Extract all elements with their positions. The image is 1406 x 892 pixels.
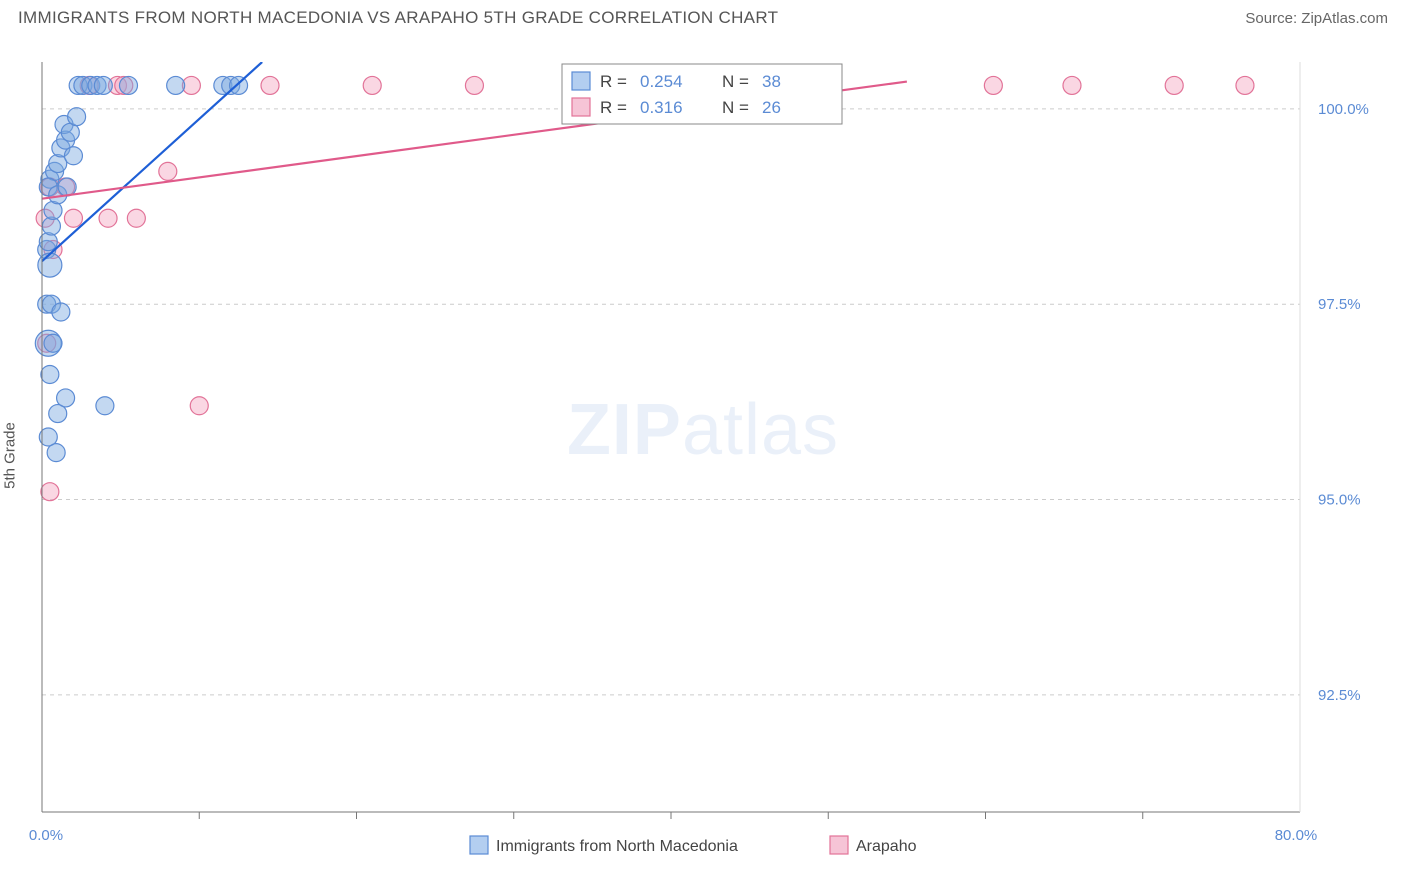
scatter-point	[58, 178, 76, 196]
y-tick-label: 97.5%	[1318, 296, 1361, 313]
legend-swatch	[470, 836, 488, 854]
scatter-point	[64, 147, 82, 165]
scatter-point	[68, 108, 86, 126]
stats-swatch-pink	[572, 98, 590, 116]
source-attribution: Source: ZipAtlas.com	[1245, 10, 1388, 27]
scatter-point	[41, 483, 59, 501]
stats-swatch-blue	[572, 72, 590, 90]
scatter-point	[127, 209, 145, 227]
scatter-point	[159, 162, 177, 180]
scatter-point	[44, 334, 62, 352]
stats-n-label: N =	[722, 72, 749, 91]
stats-r-value-pink: 0.316	[640, 98, 683, 117]
y-tick-label: 100.0%	[1318, 101, 1369, 118]
stats-n-value-blue: 38	[762, 72, 781, 91]
scatter-point	[363, 76, 381, 94]
header: IMMIGRANTS FROM NORTH MACEDONIA VS ARAPA…	[0, 0, 1406, 32]
x-tick-label-left: 0.0%	[29, 827, 63, 844]
legend-label: Immigrants from North Macedonia	[496, 838, 738, 855]
scatter-point	[1165, 76, 1183, 94]
y-tick-label: 95.0%	[1318, 492, 1361, 509]
scatter-point	[52, 303, 70, 321]
scatter-point	[465, 76, 483, 94]
scatter-point	[41, 366, 59, 384]
stats-n-value-pink: 26	[762, 98, 781, 117]
x-tick-label-right: 80.0%	[1275, 827, 1318, 844]
scatter-point	[167, 76, 185, 94]
scatter-point	[1236, 76, 1254, 94]
scatter-point	[261, 76, 279, 94]
stats-r-label: R =	[600, 72, 627, 91]
stats-r-value-blue: 0.254	[640, 72, 683, 91]
scatter-point	[1063, 76, 1081, 94]
legend-swatch	[830, 836, 848, 854]
scatter-point	[94, 76, 112, 94]
scatter-point	[64, 209, 82, 227]
stats-r-label: R =	[600, 98, 627, 117]
chart-title: IMMIGRANTS FROM NORTH MACEDONIA VS ARAPA…	[18, 8, 778, 28]
scatter-point	[190, 397, 208, 415]
source-name: ZipAtlas.com	[1301, 10, 1388, 27]
chart-container: 5th Grade ZIPatlas 92.5%95.0%97.5%100.0%…	[0, 32, 1406, 862]
scatter-point	[230, 76, 248, 94]
legend-label: Arapaho	[856, 838, 917, 855]
scatter-point	[984, 76, 1002, 94]
scatter-point	[38, 253, 62, 277]
scatter-point	[49, 405, 67, 423]
source-prefix: Source:	[1245, 10, 1301, 27]
stats-n-label: N =	[722, 98, 749, 117]
scatter-point	[96, 397, 114, 415]
chart-svg: 92.5% 95.0% 97.5% 100.0% 0.0% 80.0% R = 0.254 N …	[0, 32, 1406, 862]
scatter-point	[47, 444, 65, 462]
scatter-point	[119, 76, 137, 94]
y-tick-label: 92.5%	[1318, 687, 1361, 704]
scatter-point	[99, 209, 117, 227]
